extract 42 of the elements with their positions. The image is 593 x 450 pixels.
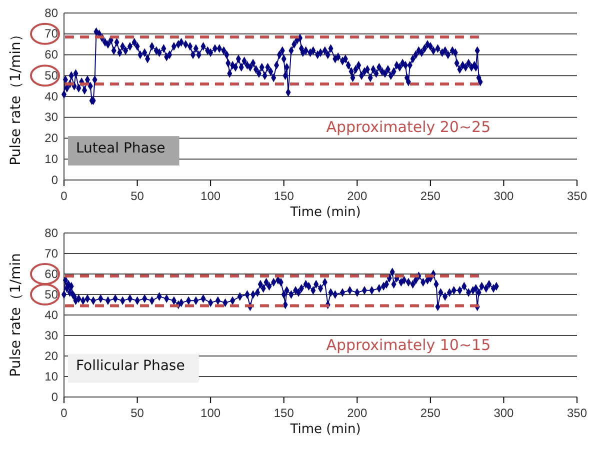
annotation: Approximately 10~15 [326,336,491,354]
y-tick-label: 40 [44,308,58,322]
y-tick-label: 60 [44,266,58,281]
y-tick-label: 30 [44,110,58,124]
annotation: Luteal Phase [76,140,166,156]
y-tick-label: 80 [44,226,58,240]
x-tick-label: 50 [130,406,144,420]
y-tick-label: 70 [44,246,58,260]
y-axis-title: Pulse rate（1/min） [8,28,24,166]
x-tick-label: 150 [274,406,294,420]
y-tick-label: 50 [44,68,58,82]
y-tick-label: 80 [44,6,58,20]
x-tick-label: 350 [566,406,588,420]
x-tick-label: 100 [200,188,221,203]
x-tick-label: 0 [60,406,68,420]
x-tick-label: 250 [420,406,441,420]
x-tick-label: 300 [494,406,514,420]
x-tick-label: 300 [494,188,514,203]
x-tick-label: 250 [420,188,441,203]
y-tick-label: 0 [51,390,58,404]
y-tick-label: 20 [44,348,58,363]
y-tick-label: 0 [51,172,58,187]
annotation: Follicular Phase [76,358,185,374]
y-tick-label: 50 [44,287,58,302]
x-tick-label: 200 [347,188,368,203]
annotation: Approximately 20~25 [326,118,491,136]
y-tick-label: 30 [44,328,58,342]
y-tick-label: 70 [44,26,58,41]
x-tick-label: 200 [347,406,368,420]
y-tick-label: 60 [44,48,58,62]
x-tick-label: 50 [130,188,144,203]
y-tick-label: 10 [44,369,58,384]
x-tick-label: 150 [274,188,294,203]
y-tick-label: 10 [44,152,58,166]
x-tick-label: 100 [200,406,221,420]
x-tick-label: 350 [566,188,588,203]
x-axis-title: Time (min) [289,422,361,437]
y-tick-label: 20 [44,131,58,146]
x-axis-title: Time (min) [289,205,361,220]
x-tick-label: 0 [60,188,68,203]
y-axis-title: Pulse rate（1/min [8,253,24,377]
y-tick-label: 40 [44,89,58,104]
